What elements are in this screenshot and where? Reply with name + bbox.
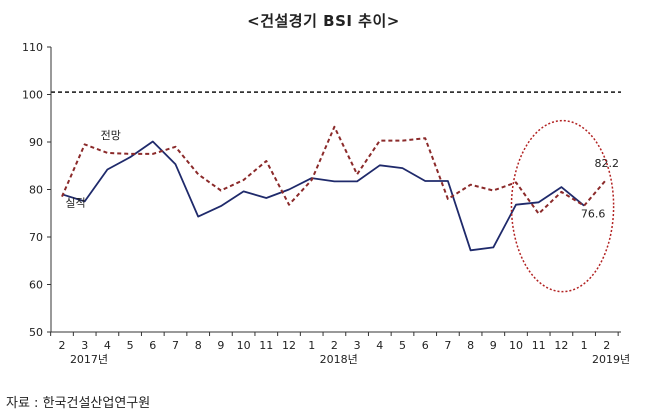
x-tick-label: 6: [149, 339, 156, 352]
y-tick-label: 90: [29, 136, 43, 149]
x-tick-label: 10: [237, 339, 251, 352]
chart-title: <건설경기 BSI 추이>: [247, 12, 400, 30]
value-annotation: 76.6: [581, 208, 606, 221]
x-tick-label: 5: [399, 339, 406, 352]
y-tick-label: 70: [29, 231, 43, 244]
y-tick-label: 50: [29, 326, 43, 339]
x-tick-label: 1: [581, 339, 588, 352]
series-label-forecast: 전망: [101, 129, 121, 142]
x-tick-label: 7: [444, 339, 451, 352]
x-year-label: 2017년: [70, 353, 108, 366]
source-note: 자료 : 한국건설산업연구원: [6, 396, 151, 411]
y-tick-label: 60: [29, 279, 43, 292]
x-tick-label: 4: [104, 339, 111, 352]
x-tick-label: 5: [127, 339, 134, 352]
x-tick-label: 1: [308, 339, 315, 352]
x-tick-label: 2: [59, 339, 66, 352]
series-line-forecast: [61, 125, 608, 215]
x-tick-label: 9: [217, 339, 224, 352]
series-layer: [61, 125, 608, 252]
x-tick-label: 3: [81, 339, 88, 352]
x-tick-label: 3: [354, 339, 361, 352]
x-year-label: 2018년: [320, 353, 358, 366]
value-annotation: 82.2: [595, 157, 620, 170]
highlight-ellipse: [510, 119, 615, 293]
label-layer: 실적 전망 82.2 76.6: [65, 119, 620, 293]
y-tick-label: 100: [22, 89, 43, 102]
series-line-actual: [61, 140, 585, 252]
y-tick-label: 80: [29, 184, 43, 197]
x-tick-label: 2: [603, 339, 610, 352]
x-tick-label: 8: [195, 339, 202, 352]
x-year-label: 2019년: [592, 353, 630, 366]
x-tick-label: 8: [467, 339, 474, 352]
y-tick-label: 110: [22, 41, 43, 54]
x-tick-label: 4: [376, 339, 383, 352]
x-tick-label: 12: [282, 339, 296, 352]
x-tick-label: 2: [331, 339, 338, 352]
x-tick-label: 11: [532, 339, 546, 352]
x-tick-label: 12: [554, 339, 568, 352]
series-label-actual: 실적: [65, 196, 85, 209]
x-tick-label: 10: [509, 339, 523, 352]
x-tick-label: 9: [490, 339, 497, 352]
x-tick-label: 6: [422, 339, 429, 352]
x-tick-label: 7: [172, 339, 179, 352]
x-tick-label: 11: [259, 339, 273, 352]
